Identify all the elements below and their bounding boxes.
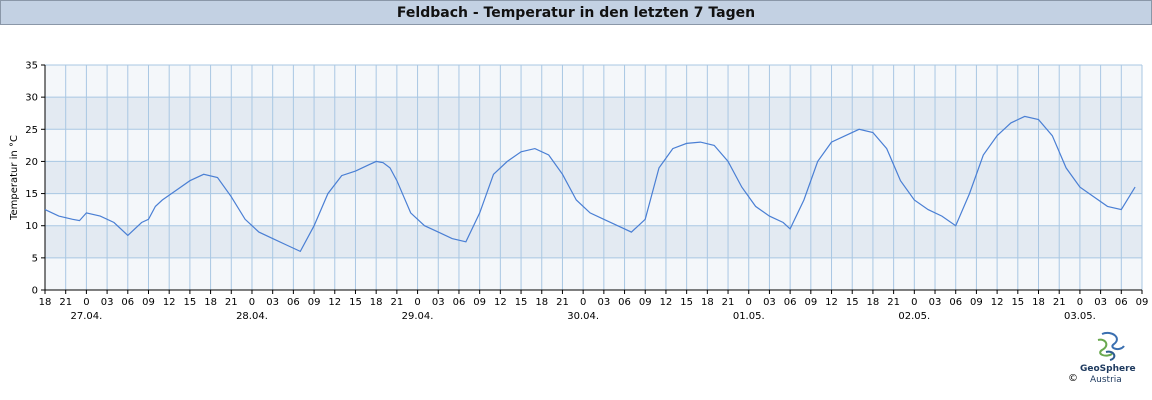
grid-band xyxy=(45,97,1142,130)
x-tick-label: 06 xyxy=(287,297,300,308)
x-tick-label: 15 xyxy=(184,297,197,308)
x-tick-label: 0 xyxy=(746,297,752,308)
x-tick-label: 12 xyxy=(825,297,838,308)
x-tick-label: 15 xyxy=(515,297,528,308)
x-tick-label: 09 xyxy=(308,297,321,308)
logo-name: GeoSphere xyxy=(1080,364,1136,374)
x-tick-label: 15 xyxy=(680,297,693,308)
x-tick-label: 0 xyxy=(580,297,586,308)
y-tick-label: 30 xyxy=(25,93,38,104)
grid-band xyxy=(45,161,1142,194)
x-tick-label: 09 xyxy=(142,297,155,308)
x-tick-label: 15 xyxy=(349,297,362,308)
x-tick-label: 18 xyxy=(1032,297,1045,308)
copyright-symbol: © xyxy=(1068,373,1078,384)
geosphere-logo-icon xyxy=(1097,332,1125,361)
y-tick-label: 5 xyxy=(32,253,38,264)
x-tick-label: 18 xyxy=(867,297,880,308)
x-tick-label: 18 xyxy=(701,297,714,308)
x-tick-label: 06 xyxy=(784,297,797,308)
grid-band xyxy=(45,225,1142,258)
x-tick-label: 15 xyxy=(1011,297,1024,308)
x-tick-label: 0 xyxy=(1077,297,1083,308)
x-tick-label: 18 xyxy=(204,297,217,308)
x-tick-label: 03 xyxy=(101,297,114,308)
x-tick-label: 12 xyxy=(494,297,507,308)
x-tick-label: 06 xyxy=(618,297,631,308)
x-tick-label: 06 xyxy=(453,297,466,308)
x-tick-label: 12 xyxy=(163,297,176,308)
x-day-label: 30.04. xyxy=(567,311,599,322)
x-tick-label: 12 xyxy=(660,297,673,308)
x-tick-label: 03 xyxy=(597,297,610,308)
x-day-label: 27.04. xyxy=(70,311,102,322)
x-tick-label: 09 xyxy=(804,297,817,308)
y-tick-label: 10 xyxy=(25,221,38,232)
x-tick-label: 21 xyxy=(722,297,735,308)
x-day-label: 03.05. xyxy=(1064,311,1096,322)
x-day-label: 02.05. xyxy=(898,311,930,322)
x-tick-label: 03 xyxy=(929,297,942,308)
x-tick-label: 0 xyxy=(911,297,917,308)
x-tick-label: 09 xyxy=(639,297,652,308)
chart-title: Feldbach - Temperatur in den letzten 7 T… xyxy=(396,4,756,21)
y-tick-label: 15 xyxy=(25,189,38,200)
x-tick-label: 03 xyxy=(266,297,279,308)
x-tick-label: 03 xyxy=(1094,297,1107,308)
x-tick-label: 0 xyxy=(83,297,89,308)
x-tick-label: 18 xyxy=(39,297,52,308)
x-tick-label: 09 xyxy=(970,297,983,308)
x-tick-label: 0 xyxy=(249,297,255,308)
x-tick-label: 21 xyxy=(225,297,238,308)
y-tick-label: 35 xyxy=(25,61,38,72)
x-tick-label: 21 xyxy=(391,297,404,308)
x-tick-label: 0 xyxy=(414,297,420,308)
x-tick-label: 18 xyxy=(535,297,548,308)
x-tick-label: 06 xyxy=(949,297,962,308)
x-day-label: 29.04. xyxy=(402,311,434,322)
x-tick-label: 03 xyxy=(763,297,776,308)
x-tick-label: 12 xyxy=(991,297,1004,308)
y-axis-label: Temperatur in °C xyxy=(9,135,20,221)
chart-title-bar: Feldbach - Temperatur in den letzten 7 T… xyxy=(0,0,1152,25)
y-tick-label: 20 xyxy=(25,157,38,168)
x-day-label: 01.05. xyxy=(733,311,765,322)
x-day-label: 28.04. xyxy=(236,311,268,322)
x-tick-label: 06 xyxy=(1115,297,1128,308)
x-tick-label: 03 xyxy=(432,297,445,308)
logo-subtitle: Austria xyxy=(1090,375,1122,385)
x-tick-label: 18 xyxy=(370,297,383,308)
temperature-series-line xyxy=(44,115,1136,253)
x-tick-label: 12 xyxy=(328,297,341,308)
x-tick-label: 21 xyxy=(887,297,900,308)
x-tick-label: 21 xyxy=(556,297,569,308)
x-tick-label: 09 xyxy=(473,297,486,308)
x-tick-label: 15 xyxy=(846,297,859,308)
y-tick-label: 0 xyxy=(32,286,38,297)
x-tick-label: 06 xyxy=(121,297,134,308)
x-tick-label: 21 xyxy=(59,297,72,308)
x-tick-label: 09 xyxy=(1136,297,1149,308)
y-tick-label: 25 xyxy=(25,125,38,136)
x-tick-label: 21 xyxy=(1053,297,1066,308)
